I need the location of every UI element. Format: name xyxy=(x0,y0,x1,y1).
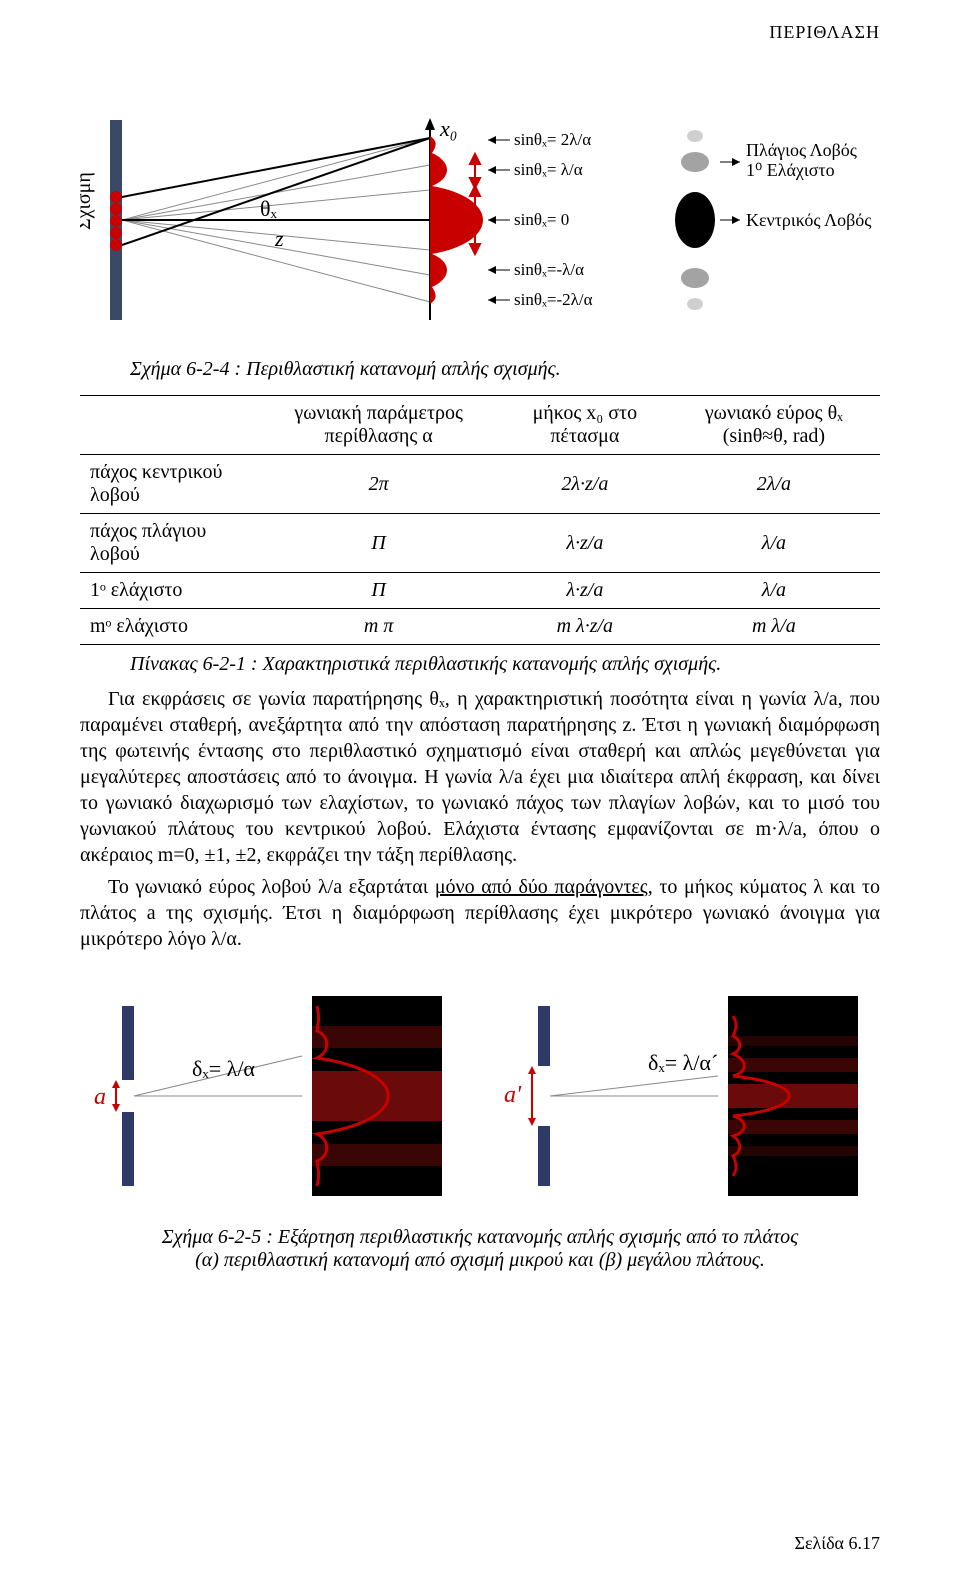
svg-text:sinθₓ= λ/α: sinθₓ= λ/α xyxy=(514,160,583,179)
r2c1: Π xyxy=(255,573,501,609)
lobe-labels: Πλάγιος Λοβός 1⁰ Ελάχιστο Κεντρικός Λοβό… xyxy=(720,140,871,230)
r0c1: 2π xyxy=(255,455,501,514)
paragraph-1: Για εκφράσεις σε γωνία παρατήρησης θₓ, η… xyxy=(80,686,880,868)
sin-labels: sinθₓ= 2λ/α sinθₓ= λ/α sinθₓ= 0 sinθₓ=-λ… xyxy=(488,130,593,309)
running-title: ΠΕΡΙΘΛΑΣΗ xyxy=(769,22,880,43)
paragraph-2: Το γωνιακό εύρος λοβού λ/a εξαρτάται μόν… xyxy=(80,874,880,952)
col2: μήκος x₀ στο πέτασμα xyxy=(502,396,668,455)
svg-text:1⁰ Ελάχιστο: 1⁰ Ελάχιστο xyxy=(746,160,835,180)
r2c3: λ/a xyxy=(668,573,880,609)
figure-6-2-5-panel-a: a δₓ= λ/α xyxy=(80,976,464,1216)
slit-a-label: a xyxy=(94,1084,106,1110)
svg-text:Πλάγιος Λοβός: Πλάγιος Λοβός xyxy=(746,140,857,160)
theta-label: θₓ xyxy=(260,196,278,221)
table-6-2-1: γωνιακή παράμετρος περίθλασης α μήκος x₀… xyxy=(80,395,880,645)
r2c2: λ·z/a xyxy=(502,573,668,609)
svg-text:sinθₓ=-λ/α: sinθₓ=-λ/α xyxy=(514,260,584,279)
svg-text:Κεντρικός Λοβός: Κεντρικός Λοβός xyxy=(746,210,871,230)
svg-text:sinθₓ= 0: sinθₓ= 0 xyxy=(514,210,569,229)
slit-aprime-label: a' xyxy=(504,1082,522,1108)
r0c0: πάχος κεντρικού λοβού xyxy=(80,455,255,514)
body-text: Για εκφράσεις σε γωνία παρατήρησης θₓ, η… xyxy=(80,686,880,952)
figure-6-2-5: a δₓ= λ/α xyxy=(80,976,880,1216)
figure-6-2-4-caption: Σχήμα 6-2-4 : Περιθλαστική κατανομή απλή… xyxy=(130,358,880,381)
r3c2: m λ·z/a xyxy=(502,609,668,645)
col3: γωνιακό εύρος θₓ (sinθ≈θ, rad) xyxy=(668,396,880,455)
r1c2: λ·z/a xyxy=(502,514,668,573)
col0 xyxy=(80,396,255,455)
slit-label: Σχισμή xyxy=(80,172,95,230)
r1c3: λ/a xyxy=(668,514,880,573)
fringes-b xyxy=(728,996,858,1196)
r0c2: 2λ·z/a xyxy=(502,455,668,514)
r1c0: πάχος πλάγιου λοβού xyxy=(80,514,255,573)
r3c0: mᵒ ελάχιστο xyxy=(80,609,255,645)
page-number: Σελίδα 6.17 xyxy=(794,1533,880,1554)
fringes-a xyxy=(312,996,442,1196)
r1c1: Π xyxy=(255,514,501,573)
lobe-render xyxy=(675,130,715,310)
figure-6-2-5-panel-b: a' δₓ= λ/α´ xyxy=(496,976,880,1216)
col1: γωνιακή παράμετρος περίθλασης α xyxy=(255,396,501,455)
table-6-2-1-caption: Πίνακας 6-2-1 : Χαρακτηριστικά περιθλαστ… xyxy=(130,653,880,676)
svg-text:sinθₓ= 2λ/α: sinθₓ= 2λ/α xyxy=(514,130,591,149)
z-label: z xyxy=(274,226,284,251)
figure-6-2-4: Σχισμή xyxy=(80,90,880,350)
delta-b-label: δₓ= λ/α´ xyxy=(648,1050,718,1075)
r3c3: m λ/a xyxy=(668,609,880,645)
r2c0: 1ᵒ ελάχιστο xyxy=(80,573,255,609)
r0c3: 2λ/a xyxy=(668,455,880,514)
x0-label: x₀ xyxy=(439,116,457,141)
figure-6-2-5-caption: Σχήμα 6-2-5 : Εξάρτηση περιθλαστικής κατ… xyxy=(80,1226,880,1272)
slit-apertures xyxy=(110,191,122,251)
delta-a-label: δₓ= λ/α xyxy=(192,1056,255,1081)
svg-text:sinθₓ=-2λ/α: sinθₓ=-2λ/α xyxy=(514,290,593,309)
r3c1: m π xyxy=(255,609,501,645)
